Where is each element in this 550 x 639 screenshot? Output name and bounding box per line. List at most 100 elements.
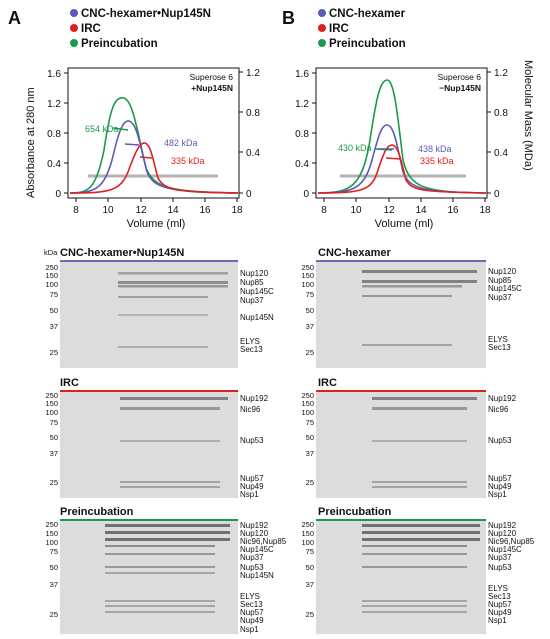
y-left-ticks-b: 0 0.4 0.8 1.2 1.6 bbox=[295, 69, 316, 200]
legend-label-irc: IRC bbox=[329, 23, 349, 35]
mass-label-irc-b: 335 kDa bbox=[420, 156, 454, 166]
legend-label-cnc: CNC-hexamer bbox=[329, 8, 406, 20]
y-tick: 0.8 bbox=[295, 129, 309, 140]
band-label: Nup53 bbox=[240, 436, 264, 445]
x-axis-label-b: Volume (ml) bbox=[375, 218, 434, 230]
gel-a2: 250 150 100 75 50 37 25 Nup192 Nic96 Nup… bbox=[45, 390, 269, 499]
band-lanes bbox=[372, 397, 477, 488]
x-tick: 16 bbox=[199, 205, 211, 216]
legend-label-irc: IRC bbox=[81, 23, 101, 35]
band-lanes bbox=[118, 272, 228, 348]
x-tick: 18 bbox=[231, 205, 243, 216]
band-labels: Nup192 Nic96 Nup53 Nup57 Nup49 Nsp1 bbox=[240, 394, 269, 499]
column-label-a: Superose 6 bbox=[190, 72, 234, 82]
mass-line-irc-a bbox=[139, 156, 153, 159]
band-label: Nup49 bbox=[240, 482, 264, 491]
legend-marker-cnc bbox=[318, 9, 326, 17]
band-lanes bbox=[362, 524, 480, 613]
band-label: ELYS bbox=[240, 592, 260, 601]
band-label: Nup120 bbox=[240, 269, 269, 278]
x-ticks-b: 8 10 12 14 16 18 bbox=[321, 198, 491, 216]
trace-irc-a bbox=[69, 142, 239, 194]
ladder-tick: 250 bbox=[45, 263, 58, 272]
mass-label-irc-a: 335 kDa bbox=[171, 156, 205, 166]
ladder-tick: 25 bbox=[50, 610, 58, 619]
band-label: Nic96 bbox=[240, 405, 261, 414]
band-label: Nup57 bbox=[488, 474, 512, 483]
ladder-tick: 100 bbox=[301, 538, 314, 547]
marker-ladder: 250 150 100 75 50 37 25 bbox=[45, 263, 58, 357]
ladder-tick: 75 bbox=[306, 418, 314, 427]
band-label: Nsp1 bbox=[240, 625, 259, 634]
band-label: Nup53 bbox=[488, 563, 512, 572]
ladder-tick: 250 bbox=[301, 263, 314, 272]
ladder-tick: 100 bbox=[301, 280, 314, 289]
mass-label-preinc-a: 654 kDa bbox=[85, 124, 119, 134]
marker-ladder: 250 150 100 75 50 37 25 bbox=[45, 520, 58, 619]
ladder-tick: 75 bbox=[50, 418, 58, 427]
band-label: Nup49 bbox=[488, 482, 512, 491]
band-label: Nup49 bbox=[488, 608, 512, 617]
gel-title-b2: IRC bbox=[318, 377, 337, 389]
ladder-tick: 250 bbox=[45, 391, 58, 400]
condition-label-a: +Nup145N bbox=[191, 83, 233, 93]
y-tick: 0.4 bbox=[246, 148, 260, 159]
ladder-tick: 150 bbox=[45, 399, 58, 408]
x-tick: 18 bbox=[479, 205, 491, 216]
band-label: Nup49 bbox=[240, 616, 264, 625]
ladder-tick: 50 bbox=[306, 433, 314, 442]
panel-b: B CNC-hexamer IRC Preincubation Superose… bbox=[282, 8, 534, 230]
band-labels: Nup192 Nup120 Nic96,Nup85 Nup145C Nup37 … bbox=[488, 521, 535, 625]
legend-marker-irc bbox=[70, 24, 78, 32]
y-tick: 0 bbox=[246, 189, 252, 200]
ladder-tick: 50 bbox=[50, 563, 58, 572]
ladder-tick: 100 bbox=[301, 408, 314, 417]
chromatogram-b: Superose 6 −Nup145N 0 0.4 0.8 1.2 1.6 0 … bbox=[295, 60, 534, 230]
band-label: Nup145C bbox=[240, 545, 274, 554]
ladder-tick: 150 bbox=[45, 529, 58, 538]
band-labels: Nup192 Nup120 Nic96,Nup85 Nup145C Nup37 … bbox=[240, 521, 287, 634]
band-label: Nup57 bbox=[240, 474, 264, 483]
ladder-tick: 50 bbox=[306, 563, 314, 572]
gel-title-b3: Preincubation bbox=[318, 506, 392, 518]
ladder-tick: 25 bbox=[50, 478, 58, 487]
x-axis-label-a: Volume (ml) bbox=[127, 218, 186, 230]
marker-ladder: 250 150 100 75 50 37 25 bbox=[301, 391, 314, 487]
band-label: Nup53 bbox=[488, 436, 512, 445]
band-lanes bbox=[120, 397, 228, 488]
gel-title-a3: Preincubation bbox=[60, 506, 134, 518]
trace-preincubation-b bbox=[317, 79, 487, 194]
band-labels: Nup120 Nup85 Nup145C Nup37 Nup145N ELYS … bbox=[240, 269, 274, 354]
y-tick: 0.4 bbox=[295, 159, 309, 170]
band-label: Nsp1 bbox=[240, 490, 259, 499]
legend-marker-preinc bbox=[318, 39, 326, 47]
ladder-tick: 150 bbox=[301, 271, 314, 280]
ladder-tick: 150 bbox=[301, 529, 314, 538]
gel-background bbox=[60, 262, 238, 368]
band-label: Nup37 bbox=[488, 293, 512, 302]
band-label: Nup120 bbox=[488, 529, 517, 538]
gels-b: CNC-hexamer 250 150 100 75 50 37 25 N bbox=[301, 247, 535, 634]
legend-marker-irc bbox=[318, 24, 326, 32]
chromatogram-a: Superose 6 +Nup145N 0 0.4 0.8 1.2 1.6 Ab… bbox=[25, 67, 260, 230]
ladder-tick: 25 bbox=[306, 610, 314, 619]
band-label: ELYS bbox=[240, 337, 260, 346]
trace-cnc-b bbox=[317, 124, 487, 194]
y-tick: 1.2 bbox=[494, 68, 508, 79]
ladder-tick: 100 bbox=[45, 280, 58, 289]
band-label: Sec13 bbox=[488, 592, 511, 601]
ladder-tick: 37 bbox=[306, 322, 314, 331]
band-label: Nup57 bbox=[488, 600, 512, 609]
trace-cnc-a bbox=[69, 120, 239, 194]
y-tick: 1.6 bbox=[295, 69, 309, 80]
y-right-ticks-b: 0 0.4 0.8 1.2 bbox=[487, 68, 508, 200]
band-label: Nup145N bbox=[240, 313, 274, 322]
gel-a3: 250 150 100 75 50 37 25 Nup192 Nup120 Ni… bbox=[45, 519, 287, 634]
x-tick: 10 bbox=[102, 205, 114, 216]
y-tick: 0.4 bbox=[494, 148, 508, 159]
mass-label-cnc-a: 482 kDa bbox=[164, 138, 198, 148]
marker-ladder: 250 150 100 75 50 37 25 bbox=[301, 263, 314, 357]
ladder-tick: 75 bbox=[306, 290, 314, 299]
band-label: Nup120 bbox=[240, 529, 269, 538]
legend-marker-preinc bbox=[70, 39, 78, 47]
